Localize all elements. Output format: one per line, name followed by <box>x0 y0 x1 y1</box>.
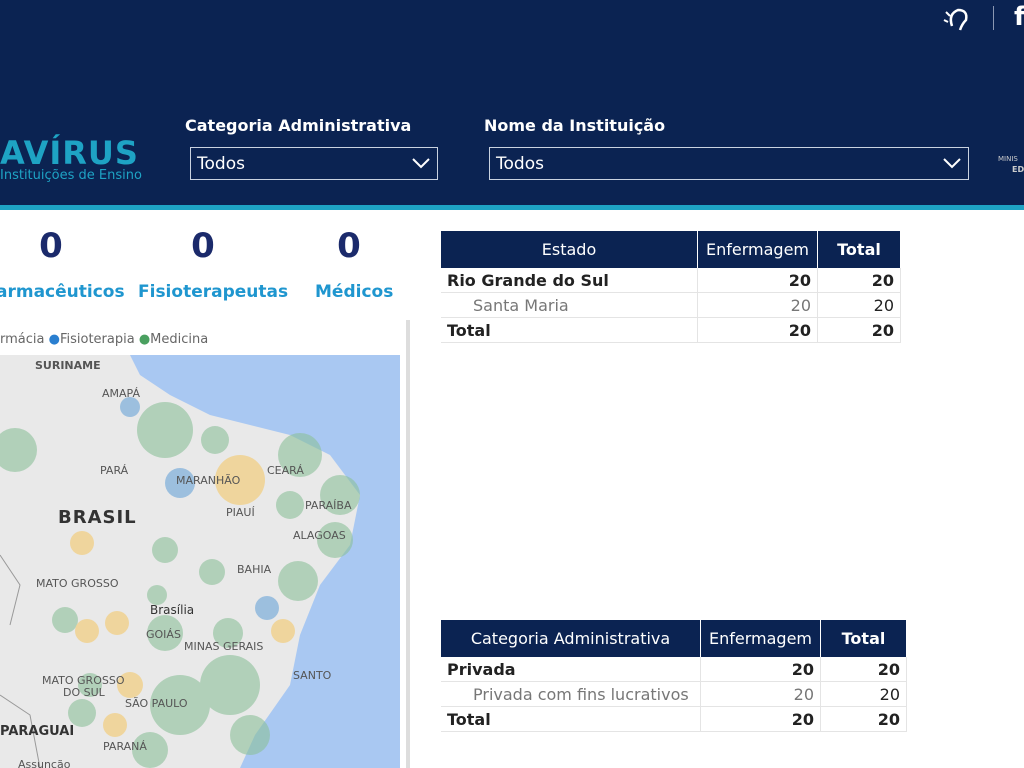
logo-subtitle: Instituições de Ensino <box>0 168 142 183</box>
column-header[interactable]: Total <box>820 620 907 657</box>
filter-dropdown[interactable]: Todos <box>190 147 438 180</box>
cell: 20 <box>817 292 901 318</box>
cell[interactable]: Privada com fins lucrativos <box>441 681 701 707</box>
kpi-label: Médicos <box>315 282 394 302</box>
map-label: Assunção <box>18 758 71 768</box>
cell: Total <box>441 706 701 732</box>
cell: Total <box>441 317 698 343</box>
cell: 20 <box>817 317 901 343</box>
kpi-value: 0 <box>39 226 63 266</box>
filter-label: Nome da Instituição <box>484 116 666 135</box>
map-label: PARANÁ <box>103 740 147 753</box>
map-label: PARAÍBA <box>305 499 352 512</box>
cell: 20 <box>820 657 907 682</box>
map-label: SANTO <box>293 669 332 682</box>
kpi-label: armacêuticos <box>0 282 125 302</box>
accessibility-icon[interactable] <box>942 4 974 34</box>
legend-item: Medicina <box>150 332 209 347</box>
logo-right: ED <box>1012 165 1024 174</box>
map-label: MATO GROSSO <box>42 674 125 687</box>
map-label: PARAGUAI <box>0 724 74 739</box>
kpi-value: 0 <box>191 226 215 266</box>
scrollbar[interactable] <box>406 320 410 768</box>
logo-title: AVÍRUS <box>0 134 139 172</box>
cell: 20 <box>697 292 818 318</box>
cell: 20 <box>697 317 818 343</box>
filter-dropdown[interactable]: Todos <box>489 147 969 180</box>
column-header[interactable]: Estado <box>441 231 698 268</box>
cell: 20 <box>820 681 907 707</box>
map[interactable]: SURINAME AMAPÁ PARÁ MARANHÃO CEARÁ PIAUÍ… <box>0 355 400 768</box>
column-header[interactable]: Total <box>817 231 901 268</box>
table: Estado Enfermagem Total Rio Grande do Sul 2… <box>441 231 901 343</box>
cell: 20 <box>697 268 818 293</box>
cell[interactable]: Privada <box>441 657 701 682</box>
filter-label: Categoria Administrativa <box>185 116 412 135</box>
map-label: SURINAME <box>35 359 101 372</box>
legend-item: rmácia <box>0 332 45 347</box>
divider <box>993 6 994 30</box>
map-label: PIAUÍ <box>226 506 255 519</box>
map-label: Brasília <box>150 603 194 617</box>
kpi-value: 0 <box>337 226 361 266</box>
map-label: GOIÁS <box>146 628 181 641</box>
column-header[interactable]: Enfermagem <box>700 620 821 657</box>
map-label: MINAS GERAIS <box>184 640 263 653</box>
facebook-icon[interactable]: f <box>1014 2 1024 32</box>
map-label: BAHIA <box>237 563 272 576</box>
map-label: SÃO PAULO <box>125 697 188 710</box>
legend-item: Fisioterapia <box>59 332 135 347</box>
header-stripe <box>0 205 1024 210</box>
cell: 20 <box>700 706 821 732</box>
column-header[interactable]: Categoria Administrativa <box>441 620 701 657</box>
cell[interactable]: Santa Maria <box>441 292 698 318</box>
map-label: MARANHÃO <box>176 474 241 487</box>
header: AVÍRUS Instituições de Ensino MINIS ED f… <box>0 0 1024 205</box>
logo-right: MINIS <box>998 155 1018 163</box>
cell: 20 <box>700 657 821 682</box>
map-label: CEARÁ <box>267 464 304 477</box>
map-label: MATO GROSSO <box>36 577 119 590</box>
table: Categoria Administrativa Enfermagem Total … <box>441 620 907 732</box>
map-label: PARÁ <box>100 464 129 477</box>
cell[interactable]: Rio Grande do Sul <box>441 268 698 293</box>
cell: 20 <box>820 706 907 732</box>
map-label: DO SUL <box>63 686 106 699</box>
map-legend: rmácia ●Fisioterapia ●Medicina <box>0 332 209 347</box>
filter-value: Todos <box>496 154 544 174</box>
cell: 20 <box>817 268 901 293</box>
cell: 20 <box>700 681 821 707</box>
map-label: BRASIL <box>58 507 137 528</box>
map-label: AMAPÁ <box>102 387 140 400</box>
column-header[interactable]: Enfermagem <box>697 231 818 268</box>
filter-value: Todos <box>197 154 245 174</box>
map-label: ALAGOAS <box>293 529 346 542</box>
kpi-label: Fisioterapeutas <box>138 282 289 302</box>
